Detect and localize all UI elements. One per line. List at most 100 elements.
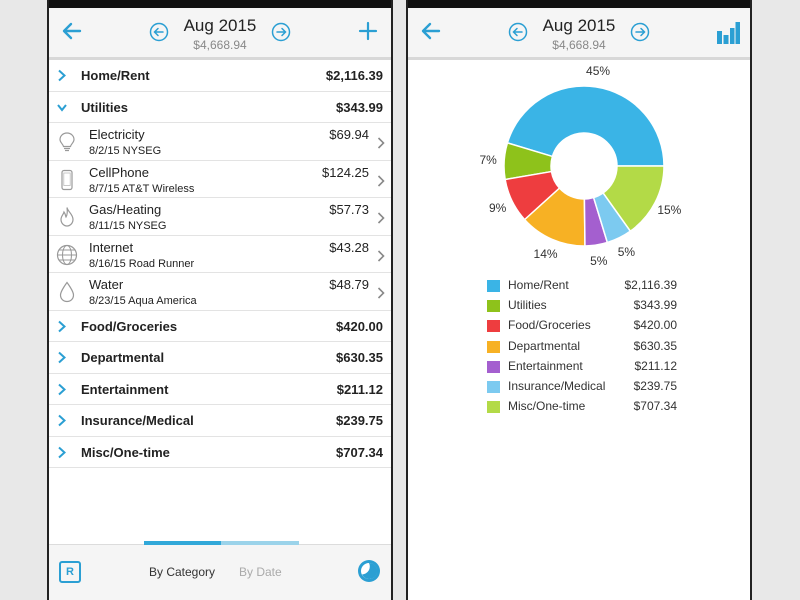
expense-detail: 8/23/15 Aqua America	[89, 295, 197, 307]
legend-value: $211.12	[634, 358, 678, 373]
expense-row[interactable]: Water 8/23/15 Aqua America $48.79	[49, 273, 391, 311]
legend-swatch	[487, 340, 500, 353]
month-title: Aug 2015	[542, 16, 616, 35]
legend-value: $343.99	[633, 298, 677, 313]
legend-label: Entertainment	[508, 358, 583, 373]
pie-slice-home-rent	[506, 85, 665, 167]
legend-item: Home/Rent $2,116.39	[487, 277, 677, 297]
legend-label: Departmental	[508, 338, 581, 353]
legend-label: Utilities	[508, 298, 547, 313]
chart-screen: Aug 2015 $4,668.94 45% 7% 9% 14% 5% 5% 15% Hom…	[406, 0, 752, 600]
expense-row[interactable]: CellPhone 8/7/15 AT&T Wireless $124.25	[49, 161, 391, 198]
donut-chart: 45% 7% 9% 14% 5% 5% 15%	[480, 64, 682, 268]
tab-indicator-active	[144, 541, 221, 545]
list-screen: Aug 2015 $4,668.94 Home/Rent $2,116.39 U…	[47, 0, 393, 600]
legend-value: $239.75	[633, 378, 677, 393]
expense-detail: 8/2/15 NYSEG	[89, 145, 162, 157]
legend-label: Home/Rent	[508, 278, 569, 292]
category-row[interactable]: Utilities $343.99	[49, 92, 391, 123]
r-button[interactable]: R	[59, 561, 81, 583]
add-icon[interactable]	[357, 20, 379, 42]
legend-label: Food/Groceries	[508, 318, 591, 333]
chevron-down-icon	[57, 103, 67, 112]
chevron-right-icon	[58, 320, 66, 332]
expense-row[interactable]: Gas/Heating 8/11/15 NYSEG $57.73	[49, 198, 391, 236]
category-name: Misc/One-time	[81, 444, 170, 460]
expense-name: Water	[89, 277, 124, 292]
category-name: Departmental	[81, 350, 165, 365]
tab-indicator	[144, 541, 299, 545]
category-name: Utilities	[81, 99, 128, 115]
legend-swatch	[487, 401, 500, 414]
pie-percent-label: 45%	[586, 64, 610, 78]
bulb-icon	[59, 132, 75, 152]
chart-area: 45% 7% 9% 14% 5% 5% 15% Home/Rent $2,116.39 Uti…	[408, 60, 750, 600]
pie-chart-icon[interactable]	[357, 559, 381, 583]
expense-row[interactable]: Internet 8/16/15 Road Runner $43.28	[49, 236, 391, 273]
status-bar	[49, 0, 391, 8]
header: Aug 2015 $4,668.94	[49, 8, 391, 60]
category-row[interactable]: Home/Rent $2,116.39	[49, 60, 391, 92]
expense-name: Electricity	[89, 127, 145, 142]
next-month-icon[interactable]	[630, 22, 650, 42]
category-name: Home/Rent	[81, 68, 150, 83]
expense-amount: $43.28	[329, 239, 369, 255]
legend-value: $630.35	[633, 338, 677, 353]
category-list: Home/Rent $2,116.39 Utilities $343.99 El…	[49, 60, 391, 468]
tab-by-category[interactable]: By Category	[149, 565, 216, 579]
legend-value: $707.34	[633, 399, 677, 414]
category-name: Food/Groceries	[81, 318, 178, 334]
previous-month-icon[interactable]	[508, 22, 528, 42]
droplet-icon	[59, 281, 75, 303]
legend-label: Misc/One-time	[508, 399, 586, 414]
legend-item: Utilities $343.99	[487, 297, 677, 317]
legend-item: Insurance/Medical $239.75	[487, 378, 677, 398]
pie-percent-label: 9%	[489, 201, 507, 215]
flame-icon	[60, 207, 74, 227]
pie-percent-label: 7%	[480, 153, 498, 167]
bar-chart-icon[interactable]	[716, 22, 740, 44]
category-name: Entertainment	[81, 381, 169, 397]
pie-percent-label: 5%	[618, 245, 636, 259]
expense-detail: 8/7/15 AT&T Wireless	[89, 182, 195, 195]
legend-swatch	[487, 320, 500, 333]
expense-amount: $69.94	[329, 127, 369, 142]
month-total: $4,668.94	[552, 38, 606, 52]
month-total: $4,668.94	[193, 38, 247, 52]
globe-icon	[56, 244, 78, 265]
legend-swatch	[487, 300, 500, 313]
tab-by-date[interactable]: By Date	[239, 565, 282, 579]
month-title: Aug 2015	[183, 16, 257, 35]
category-row[interactable]: Entertainment $211.12	[49, 374, 391, 405]
pie-slice-misc-one-time	[602, 165, 665, 233]
category-amount: $707.34	[336, 444, 383, 460]
chevron-right-icon	[58, 414, 66, 427]
chevron-right-icon	[377, 287, 385, 299]
expense-row[interactable]: Electricity 8/2/15 NYSEG $69.94	[49, 123, 391, 161]
back-arrow-icon[interactable]	[420, 20, 442, 42]
category-amount: $343.99	[336, 99, 383, 115]
status-bar	[408, 0, 750, 8]
back-arrow-icon[interactable]	[61, 20, 83, 42]
expense-detail: 8/11/15 NYSEG	[89, 220, 167, 232]
expense-detail: 8/16/15 Road Runner	[89, 257, 195, 270]
category-row[interactable]: Misc/One-time $707.34	[49, 437, 391, 468]
expense-name: CellPhone	[89, 164, 149, 180]
category-name: Insurance/Medical	[81, 413, 194, 428]
category-amount: $630.35	[336, 350, 383, 365]
bottom-bar: R By Category By Date	[49, 541, 391, 600]
header: Aug 2015 $4,668.94	[408, 8, 750, 60]
previous-month-icon[interactable]	[149, 22, 169, 42]
phone-icon	[61, 169, 73, 190]
category-amount: $211.12	[336, 381, 383, 397]
category-row[interactable]: Food/Groceries $420.00	[49, 311, 391, 342]
legend-item: Food/Groceries $420.00	[487, 317, 677, 337]
chevron-right-icon	[58, 446, 66, 458]
chevron-right-icon	[377, 137, 385, 149]
pie-percent-label: 15%	[657, 203, 681, 217]
chevron-right-icon	[377, 249, 385, 262]
next-month-icon[interactable]	[271, 22, 291, 42]
legend-swatch	[487, 380, 500, 393]
category-row[interactable]: Departmental $630.35	[49, 342, 391, 374]
category-row[interactable]: Insurance/Medical $239.75	[49, 405, 391, 437]
